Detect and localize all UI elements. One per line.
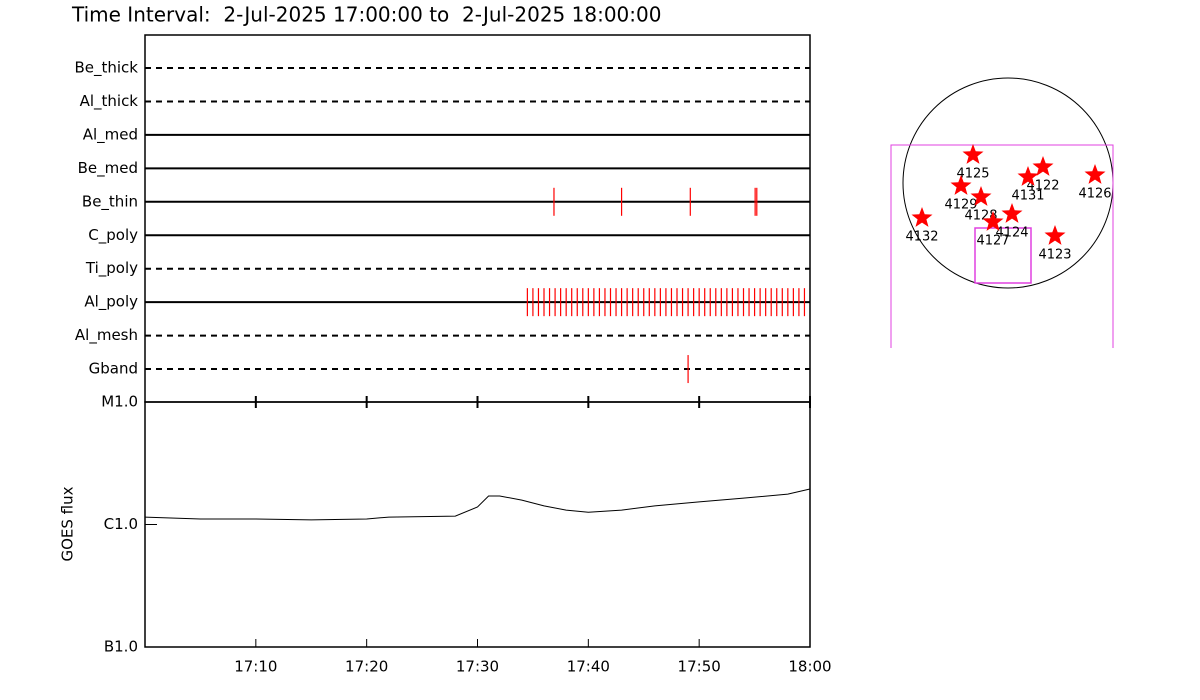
row-label: Al_poly (84, 293, 138, 312)
x-tick-label: 17:30 (456, 658, 499, 676)
fov-box (890, 144, 1114, 348)
region-label: 4132 (905, 230, 938, 245)
region-star (1001, 203, 1023, 223)
region-label: 4126 (1078, 187, 1111, 202)
row-label: Be_thick (74, 59, 138, 78)
region-label: 4124 (995, 226, 1028, 241)
row-label: Al_thick (80, 92, 139, 111)
chart-title: Time Interval: 2-Jul-2025 17:00:00 to 2-… (71, 3, 661, 27)
y-tick-label: M1.0 (101, 393, 138, 411)
region-star (911, 207, 933, 227)
x-tick-label: 17:50 (678, 658, 721, 676)
row-label: Ti_poly (85, 259, 138, 278)
region-label: 4129 (944, 198, 977, 213)
x-tick-label: 18:00 (788, 658, 831, 676)
region-star (982, 211, 1004, 231)
row-label: Al_mesh (75, 326, 138, 345)
goes-line (144, 488, 811, 521)
row-label: Be_med (78, 159, 138, 178)
region-label: 4125 (956, 167, 989, 182)
row-label: C_poly (88, 226, 138, 245)
region-label: 4127 (976, 234, 1009, 249)
row-label: Al_med (83, 125, 138, 144)
target-box (974, 227, 1032, 284)
region-label: 4131 (1011, 189, 1044, 204)
y-tick-label: C1.0 (104, 515, 138, 533)
region-star (962, 144, 984, 164)
y-tick-label: B1.0 (104, 638, 138, 656)
x-tick-label: 17:10 (234, 658, 277, 676)
y-axis-label: GOES flux (59, 486, 77, 561)
region-star (1084, 164, 1106, 184)
region-star (1032, 156, 1054, 176)
region-star (950, 175, 972, 195)
region-star (1044, 225, 1066, 245)
row-label: Gband (89, 360, 138, 378)
x-tick-label: 17:40 (567, 658, 610, 676)
region-star (1017, 166, 1039, 186)
region-star (970, 186, 992, 206)
region-label: 4122 (1026, 179, 1059, 194)
region-label: 4123 (1038, 248, 1071, 263)
row-label: Be_thin (82, 192, 138, 211)
x-tick-label: 17:20 (345, 658, 388, 676)
